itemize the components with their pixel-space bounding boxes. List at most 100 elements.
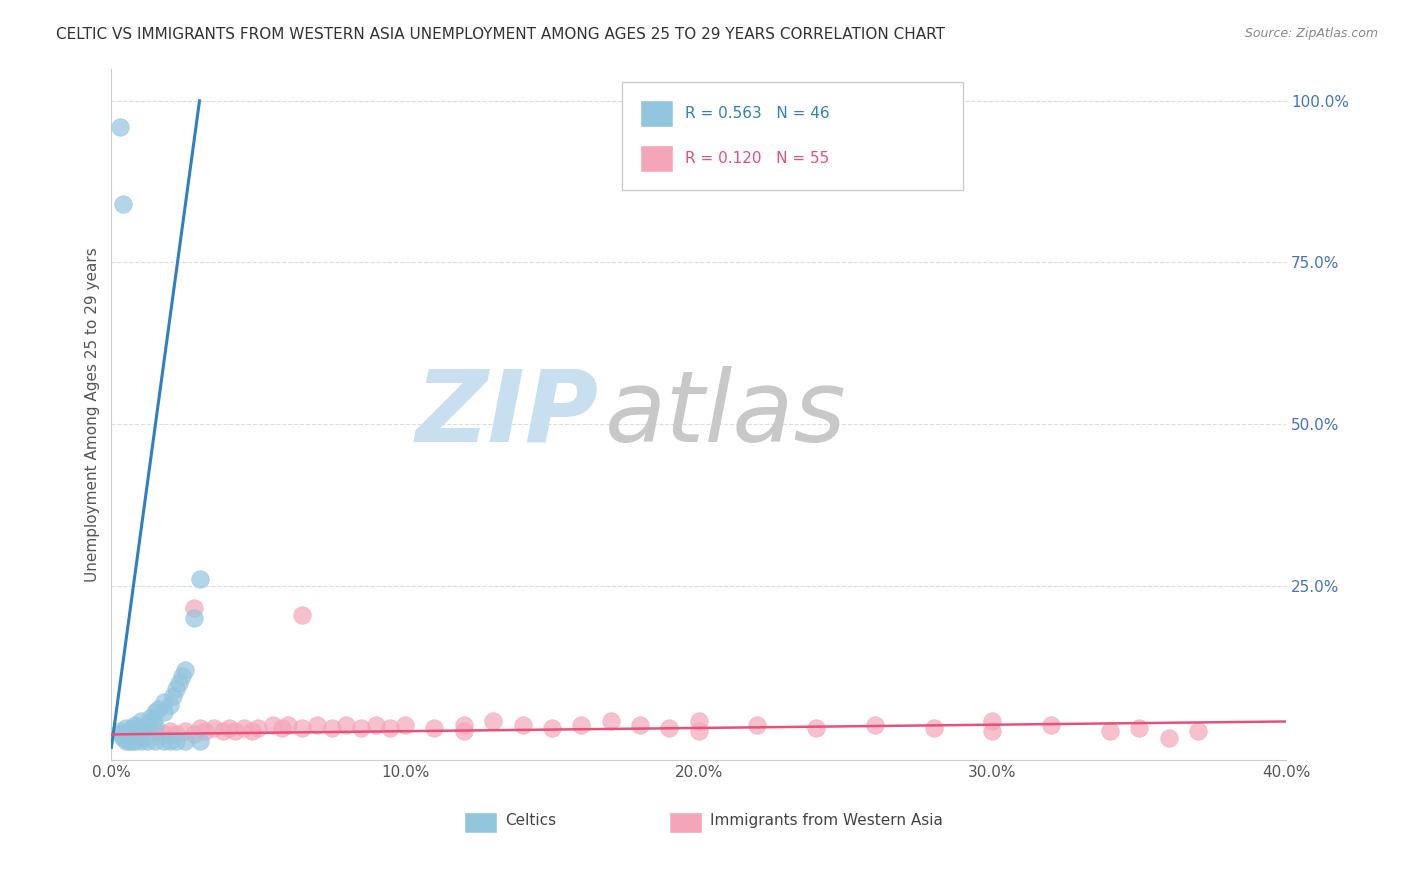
Point: [153, 727, 176, 741]
Point: [129, 734, 152, 748]
Point: [159, 734, 181, 748]
Point: [1128, 721, 1150, 735]
Point: [863, 717, 886, 731]
Point: [159, 724, 181, 739]
Point: [305, 717, 328, 731]
Text: R = 0.563   N = 46: R = 0.563 N = 46: [685, 106, 830, 121]
Point: [291, 721, 314, 735]
Point: [224, 724, 246, 739]
Point: [277, 717, 299, 731]
Point: [112, 197, 135, 211]
Point: [380, 721, 402, 735]
Point: [183, 601, 205, 615]
Point: [173, 663, 195, 677]
Point: [173, 724, 195, 739]
Point: [165, 727, 187, 741]
Point: [688, 724, 710, 739]
Point: [170, 669, 193, 683]
Point: [482, 714, 505, 729]
Point: [183, 611, 205, 625]
FancyBboxPatch shape: [623, 82, 963, 190]
Text: CELTIC VS IMMIGRANTS FROM WESTERN ASIA UNEMPLOYMENT AMONG AGES 25 TO 29 YEARS CO: CELTIC VS IMMIGRANTS FROM WESTERN ASIA U…: [56, 27, 945, 42]
Point: [118, 724, 141, 739]
Point: [183, 727, 205, 741]
Point: [1098, 724, 1121, 739]
Point: [153, 734, 176, 748]
Point: [115, 734, 138, 748]
Point: [658, 721, 681, 735]
Point: [804, 721, 827, 735]
Point: [423, 721, 446, 735]
Point: [121, 727, 143, 741]
FancyBboxPatch shape: [464, 812, 496, 833]
Text: Source: ZipAtlas.com: Source: ZipAtlas.com: [1244, 27, 1378, 40]
Point: [1157, 731, 1180, 745]
Point: [173, 734, 195, 748]
Point: [124, 727, 146, 741]
Point: [335, 717, 357, 731]
Point: [141, 714, 163, 729]
Point: [159, 698, 181, 713]
Point: [110, 120, 132, 134]
Point: [599, 714, 621, 729]
Point: [165, 734, 187, 748]
Point: [218, 721, 240, 735]
Point: [135, 727, 157, 741]
Point: [188, 734, 211, 748]
Point: [135, 734, 157, 748]
Point: [118, 731, 141, 745]
Text: atlas: atlas: [605, 366, 846, 463]
Point: [188, 721, 211, 735]
Point: [115, 721, 138, 735]
Point: [321, 721, 343, 735]
Point: [453, 724, 475, 739]
Point: [247, 721, 270, 735]
Point: [232, 721, 254, 735]
Point: [115, 727, 138, 741]
Point: [628, 717, 651, 731]
Text: Celtics: Celtics: [505, 813, 555, 828]
Point: [747, 717, 769, 731]
Point: [129, 724, 152, 739]
Point: [922, 721, 945, 735]
Point: [1040, 717, 1063, 731]
Point: [124, 727, 146, 741]
Point: [153, 705, 176, 719]
Point: [115, 731, 138, 745]
Point: [110, 727, 132, 741]
Point: [129, 731, 152, 745]
Text: R = 0.120   N = 55: R = 0.120 N = 55: [685, 151, 830, 166]
Point: [127, 721, 149, 735]
Point: [145, 734, 167, 748]
Point: [124, 734, 146, 748]
Point: [121, 734, 143, 748]
Point: [212, 724, 235, 739]
FancyBboxPatch shape: [640, 100, 673, 128]
Point: [291, 607, 314, 622]
Point: [145, 724, 167, 739]
Point: [364, 717, 387, 731]
Point: [162, 689, 184, 703]
Point: [135, 717, 157, 731]
Point: [350, 721, 373, 735]
Point: [240, 724, 263, 739]
Y-axis label: Unemployment Among Ages 25 to 29 years: Unemployment Among Ages 25 to 29 years: [86, 247, 100, 582]
Point: [129, 714, 152, 729]
Point: [394, 717, 416, 731]
FancyBboxPatch shape: [669, 812, 702, 833]
Point: [981, 724, 1004, 739]
Point: [188, 572, 211, 586]
Text: Immigrants from Western Asia: Immigrants from Western Asia: [710, 813, 943, 828]
Point: [167, 675, 190, 690]
Point: [1187, 724, 1209, 739]
FancyBboxPatch shape: [640, 145, 673, 172]
Point: [270, 721, 292, 735]
Point: [118, 734, 141, 748]
Point: [262, 717, 284, 731]
Point: [453, 717, 475, 731]
Point: [145, 705, 167, 719]
Point: [148, 701, 170, 715]
Point: [981, 714, 1004, 729]
Point: [138, 711, 160, 725]
Point: [132, 721, 155, 735]
